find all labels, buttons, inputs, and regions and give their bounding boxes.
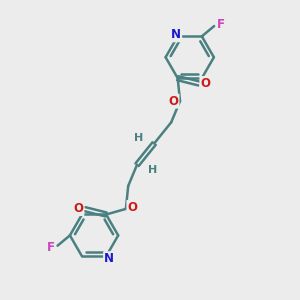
Text: N: N: [104, 252, 114, 265]
Text: O: O: [200, 77, 210, 90]
Text: H: H: [134, 133, 143, 143]
Text: H: H: [148, 165, 158, 175]
Text: N: N: [171, 28, 181, 41]
Text: O: O: [169, 94, 178, 108]
Text: F: F: [217, 18, 225, 31]
Text: O: O: [127, 201, 137, 214]
Text: F: F: [47, 241, 55, 254]
Text: O: O: [74, 202, 83, 215]
